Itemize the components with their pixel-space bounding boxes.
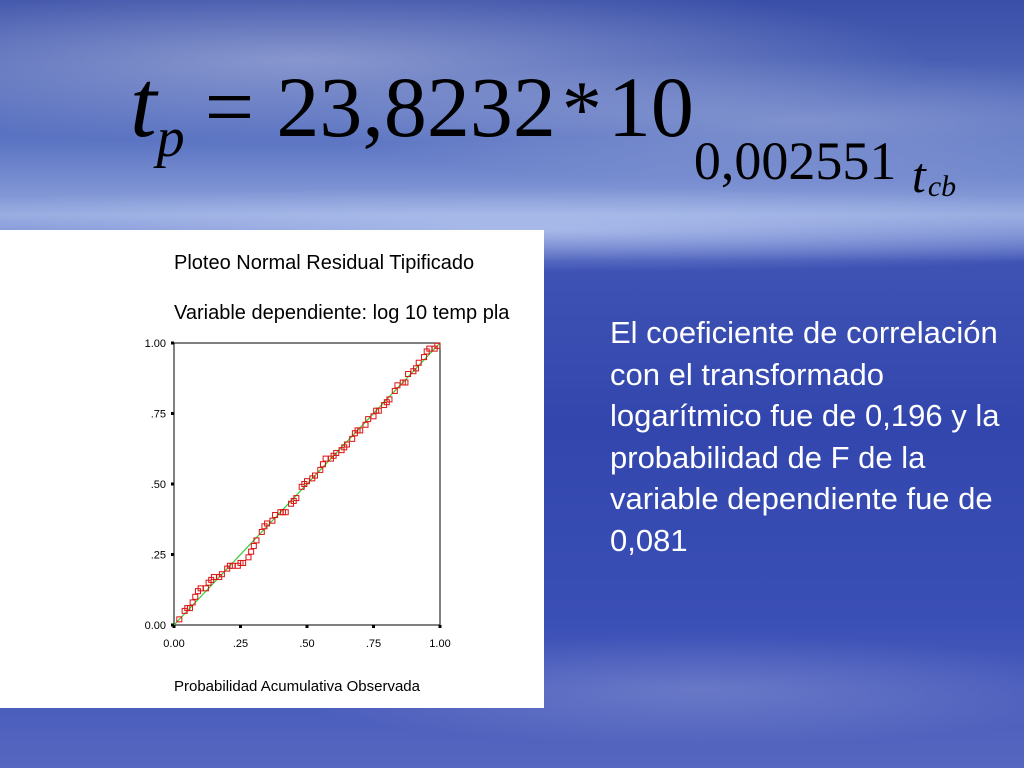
- data-point: [370, 413, 377, 420]
- data-point: [282, 509, 289, 516]
- y-tick-label: .25: [151, 550, 166, 562]
- data-point: [245, 554, 252, 561]
- data-point: [349, 435, 356, 442]
- formula-exponent: 0,002551 t cb: [694, 126, 956, 203]
- data-point: [375, 407, 382, 414]
- body-text: El coeficiente de correlación con el tra…: [610, 315, 1000, 558]
- x-tick-label: .50: [299, 638, 314, 650]
- formula: tp = 23,8232*10 0,002551 t cb: [130, 48, 956, 203]
- data-point: [253, 537, 260, 544]
- x-tick-label: 0.00: [163, 638, 184, 650]
- data-point: [186, 605, 193, 612]
- data-point: [415, 359, 422, 366]
- chart-title: Ploteo Normal Residual Tipificado: [174, 252, 475, 274]
- data-point: [293, 495, 300, 502]
- y-tick-label: .75: [151, 409, 166, 421]
- formula-exponent-sub: cb: [927, 170, 957, 203]
- chart-panel: Ploteo Normal Residual Tipificado Variab…: [0, 230, 544, 708]
- formula-equals: =: [204, 59, 255, 156]
- data-point: [202, 585, 209, 592]
- data-point: [357, 427, 364, 434]
- formula-times: *: [561, 66, 602, 154]
- data-point: [189, 599, 196, 606]
- data-point: [218, 571, 225, 578]
- pp-plot: 0.00 .25 .50 .75 1.00 0.00 .25 .50 .75 1.00: [145, 338, 451, 650]
- chart-subtitle: Variable dependiente: log 10 temp pla: [174, 302, 510, 324]
- data-point: [343, 441, 350, 448]
- data-point: [386, 396, 393, 403]
- data-point: [176, 616, 183, 623]
- data-point: [317, 466, 324, 473]
- formula-base: 10: [607, 59, 694, 155]
- data-point: [362, 421, 369, 428]
- x-tick-label: 1.00: [429, 638, 450, 650]
- data-point: [248, 548, 255, 555]
- data-point: [322, 455, 329, 462]
- x-tick-label: .25: [233, 638, 248, 650]
- data-point: [269, 517, 276, 524]
- data-point: [319, 461, 326, 468]
- data-point: [434, 342, 441, 349]
- x-tick-label: .75: [366, 638, 381, 650]
- y-tick-label: 1.00: [145, 338, 166, 350]
- y-tick-label: .50: [151, 479, 166, 491]
- formula-lhs-sub: p: [156, 107, 185, 169]
- data-point: [192, 593, 199, 600]
- data-point: [421, 354, 428, 361]
- data-point: [391, 387, 398, 394]
- data-point: [402, 379, 409, 386]
- formula-exponent-num: 0,002551: [693, 131, 897, 191]
- data-point: [413, 365, 420, 372]
- formula-lhs-var: t: [130, 50, 157, 157]
- formula-coefficient: 23,8232: [276, 59, 556, 155]
- formula-exponent-var: t: [911, 147, 926, 203]
- y-tick-label: 0.00: [145, 620, 166, 632]
- data-point: [258, 528, 265, 535]
- chart-x-label: Probabilidad Acumulativa Observada: [174, 678, 420, 695]
- data-point: [311, 472, 318, 479]
- data-point: [240, 559, 247, 566]
- data-point: [250, 543, 257, 550]
